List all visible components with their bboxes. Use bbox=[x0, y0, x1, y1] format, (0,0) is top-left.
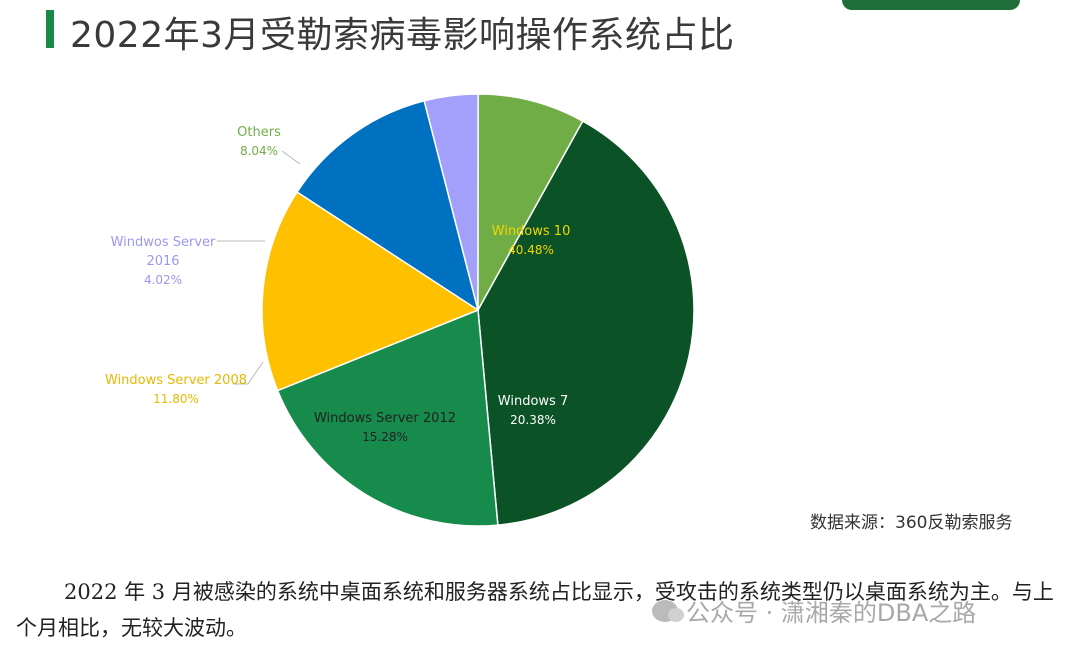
slice-label-4: Windows Server 2008 bbox=[105, 373, 247, 388]
pie-slice-2 bbox=[276, 308, 499, 527]
wechat-icon bbox=[652, 599, 684, 622]
leader-line-4 bbox=[233, 361, 264, 385]
slice-value-3: 15.28% bbox=[362, 430, 408, 444]
slice-label-2: Windows 7 bbox=[498, 394, 568, 409]
slice-value-4: 11.80% bbox=[153, 392, 199, 406]
pie-slice-6 bbox=[477, 93, 584, 311]
data-source-note: 数据来源：360反勒索服务 bbox=[810, 513, 1013, 533]
slice-value-6: 8.04% bbox=[240, 144, 278, 158]
slice-label-5-line2: 2016 bbox=[146, 254, 179, 269]
slice-label-6: Others bbox=[237, 125, 281, 140]
slice-value-1: 40.48% bbox=[508, 243, 554, 257]
slice-label-3: Windows Server 2012 bbox=[314, 411, 456, 426]
slice-value-5: 4.02% bbox=[144, 273, 182, 287]
description-text: 2022 年 3 月被感染的系统中桌面系统和服务器系统占比显示，受攻击的系统类型… bbox=[16, 580, 1054, 640]
watermark-text: 公众号 · 潇湘秦的DBA之路 bbox=[686, 599, 977, 627]
pie-slice-3 bbox=[261, 190, 480, 392]
slice-label-5-line1: Windwos Server bbox=[111, 235, 216, 250]
description-paragraph: 2022 年 3 月被感染的系统中桌面系统和服务器系统占比显示，受攻击的系统类型… bbox=[16, 574, 1056, 646]
title-accent-bar bbox=[46, 10, 54, 48]
watermark: 公众号 · 潇湘秦的DBA之路 bbox=[652, 593, 976, 628]
leader-line-6 bbox=[281, 150, 301, 165]
page-title: 2022年3月受勒索病毒影响操作系统占比 bbox=[70, 15, 735, 56]
slice-label-1: Windows 10 bbox=[492, 224, 571, 239]
pie-slice-1 bbox=[477, 120, 695, 526]
slice-value-2: 20.38% bbox=[510, 413, 556, 427]
corner-badge bbox=[842, 0, 1020, 10]
pie-slice-4 bbox=[296, 99, 480, 312]
